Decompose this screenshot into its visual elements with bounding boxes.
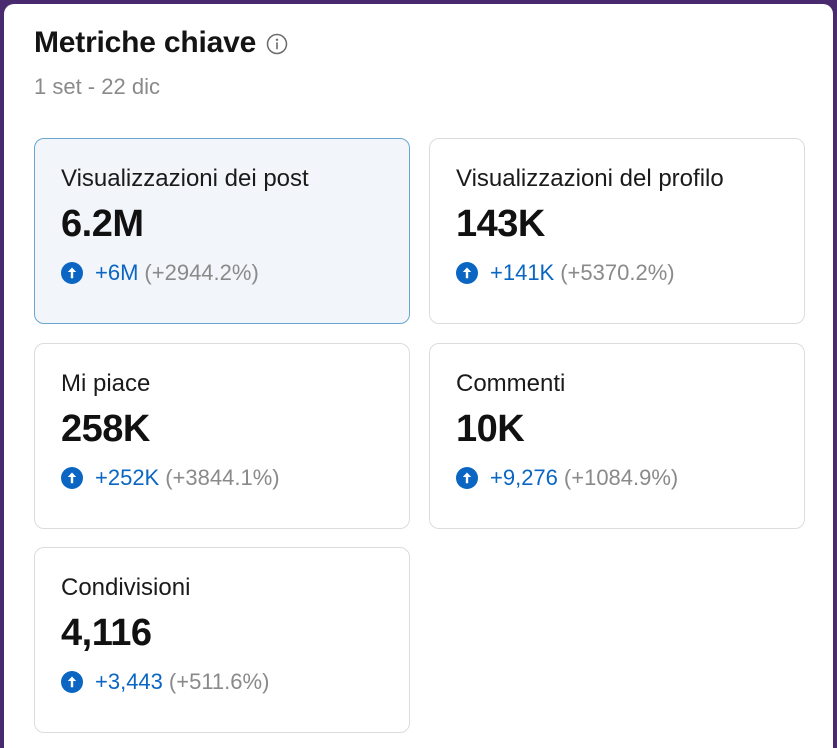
metric-label: Condivisioni [61,574,191,601]
metric-card-profile-views[interactable]: Visualizzazioni del profilo 143K +141K (… [429,138,805,324]
metric-value: 4,116 [61,612,152,654]
metric-delta: +141K (+5370.2%) [456,260,804,286]
delta-percent: (+3844.1%) [165,465,280,490]
metric-label: Commenti [456,370,566,397]
delta-absolute: +6M [95,260,139,285]
date-range: 1 set - 22 dic [34,74,160,99]
metric-delta: +9,276 (+1084.9%) [456,465,804,491]
metric-value: 258K [61,408,150,450]
metric-label: Visualizzazioni del profilo [456,165,724,192]
panel-title: Metriche chiave [34,26,257,59]
key-metrics-panel: Metriche chiave 1 set - 22 dic Visualizz… [4,4,833,748]
delta-percent: (+5370.2%) [560,260,675,285]
metric-label: Mi piace [61,370,151,397]
metric-delta: +3,443 (+511.6%) [61,669,409,695]
title-row: Metriche chiave [34,26,288,60]
metric-value: 143K [456,203,545,245]
arrow-up-circle-icon [456,467,478,489]
delta-absolute: +9,276 [490,465,558,490]
metric-delta: +252K (+3844.1%) [61,465,409,491]
arrow-up-circle-icon [61,671,83,693]
delta-percent: (+1084.9%) [563,465,679,490]
arrow-up-circle-icon [61,467,83,489]
info-icon[interactable] [266,33,288,55]
delta-percent: (+2944.2%) [144,260,259,285]
metric-card-shares[interactable]: Condivisioni 4,116 +3,443 (+511.6%) [34,547,410,733]
metric-value: 6.2M [61,203,144,245]
metric-delta: +6M (+2944.2%) [61,260,409,286]
metric-card-likes[interactable]: Mi piace 258K +252K (+3844.1%) [34,343,410,529]
delta-percent: (+511.6%) [168,669,270,694]
arrow-up-circle-icon [61,262,83,284]
metric-card-comments[interactable]: Commenti 10K +9,276 (+1084.9%) [429,343,805,529]
panel-header: Metriche chiave 1 set - 22 dic [34,26,288,100]
metric-value: 10K [456,408,525,450]
delta-absolute: +252K [95,465,160,490]
arrow-up-circle-icon [456,262,478,284]
metric-card-post-views[interactable]: Visualizzazioni dei post 6.2M +6M (+2944… [34,138,410,324]
delta-absolute: +3,443 [95,669,163,694]
delta-absolute: +141K [490,260,555,285]
metric-label: Visualizzazioni dei post [61,165,309,192]
